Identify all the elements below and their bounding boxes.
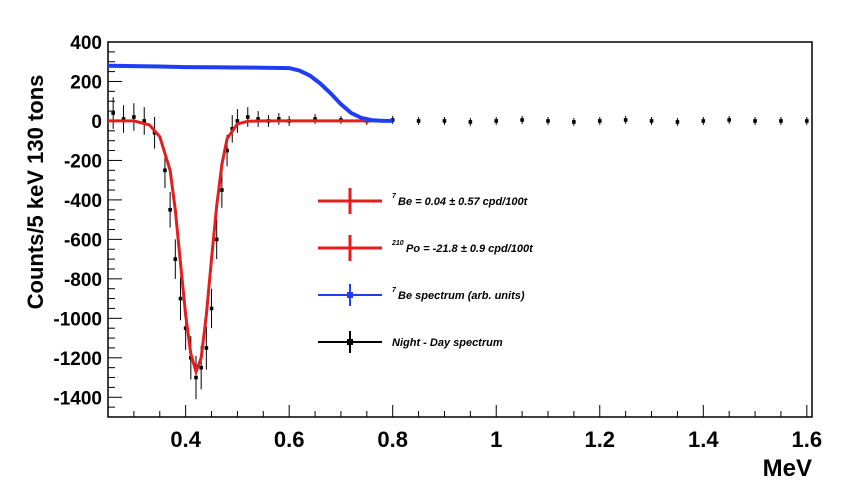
data-point — [675, 120, 680, 124]
data-point — [220, 188, 224, 192]
data-point — [256, 117, 260, 121]
data-point — [313, 117, 317, 121]
legend-entry-label: Be = 0.04 ± 0.57 cpd/100t — [398, 196, 529, 208]
y-tick-label: 400 — [70, 33, 102, 54]
x-tick-label: 0.8 — [377, 427, 408, 452]
data-point — [753, 119, 757, 123]
y-axis-title: Counts/5 keV 130 tons — [23, 75, 48, 310]
data-point — [235, 119, 240, 123]
y-tick-label: 200 — [70, 72, 102, 93]
data-point — [199, 365, 203, 370]
data-point — [132, 115, 136, 119]
y-tick-label: -1400 — [53, 388, 102, 409]
data-point — [111, 111, 115, 115]
series-line-1 — [108, 119, 393, 377]
series-line-2 — [107, 63, 393, 123]
x-tick-label: 1.2 — [584, 427, 615, 452]
y-tick-label: -200 — [64, 151, 102, 172]
y-tick-label: -1200 — [53, 349, 102, 370]
y-tick-label: -800 — [64, 270, 102, 291]
data-point — [468, 120, 473, 124]
data-point — [701, 119, 706, 123]
data-point — [727, 118, 731, 122]
x-axis-title: MeV — [763, 455, 812, 482]
data-point — [597, 119, 602, 123]
data-point — [520, 118, 524, 122]
data-point — [442, 119, 447, 123]
axes-layer: 0.4 0.6 0.8 1 1.2 1.4 1.6 400 200 0 -200 -400 -600 -8… — [53, 33, 822, 452]
legend-entry-label: Be spectrum (arb. units) — [398, 290, 525, 302]
legend-superscript: 210 — [391, 240, 404, 247]
data-point — [204, 346, 209, 350]
legend-entry-label: Night - Day spectrum — [392, 337, 503, 349]
data-point — [546, 119, 550, 123]
data-point — [183, 326, 188, 330]
legend-superscript: 7 — [392, 193, 397, 200]
data-point — [178, 296, 183, 301]
data-point — [142, 119, 147, 123]
y-tick-label: -400 — [64, 191, 102, 212]
data-point — [194, 375, 198, 380]
legend-marker-point — [347, 292, 353, 298]
x-tick-label: 0.6 — [274, 427, 305, 452]
data-point — [805, 119, 809, 123]
data-point — [168, 207, 172, 212]
legend-entry-label: Po = -21.8 ± 0.9 cpd/100t — [406, 243, 534, 255]
data-point — [277, 117, 281, 121]
data-point — [121, 117, 126, 121]
y-tick-label: 0 — [91, 112, 102, 133]
x-tick-label: 0.4 — [170, 427, 201, 452]
data-point — [572, 120, 576, 124]
x-tick-label: 1 — [490, 427, 502, 452]
legend-superscript: 7 — [392, 287, 397, 294]
x-tick-label: 1.6 — [792, 427, 823, 452]
data-point — [494, 119, 499, 123]
y-tick-label: -1000 — [53, 309, 102, 330]
data-point — [649, 119, 654, 123]
data-point — [245, 115, 250, 119]
data-point — [214, 237, 219, 242]
x-tick-label: 1.4 — [688, 427, 719, 452]
data-point — [416, 119, 421, 123]
data-point — [173, 257, 178, 261]
data-point — [779, 119, 783, 123]
y-tick-label: -600 — [64, 230, 102, 251]
data-point — [209, 306, 214, 311]
data-point — [623, 118, 628, 122]
legend-marker-point — [347, 339, 353, 345]
data-point — [225, 148, 229, 153]
data-point — [163, 168, 167, 173]
series-layer — [107, 63, 809, 400]
